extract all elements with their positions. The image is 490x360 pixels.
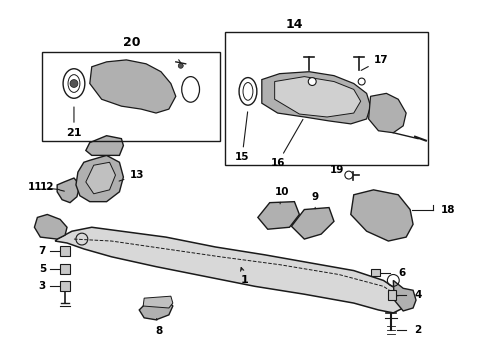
Polygon shape xyxy=(76,156,123,202)
Polygon shape xyxy=(86,162,116,194)
Polygon shape xyxy=(90,60,176,113)
Text: 3: 3 xyxy=(39,281,46,291)
Text: 18: 18 xyxy=(441,204,455,215)
Text: 2: 2 xyxy=(414,325,421,335)
Circle shape xyxy=(358,78,365,85)
Text: 17: 17 xyxy=(361,55,388,71)
Text: 7: 7 xyxy=(39,246,46,256)
Polygon shape xyxy=(351,190,413,241)
Text: 6: 6 xyxy=(398,267,406,278)
Circle shape xyxy=(345,171,353,179)
Polygon shape xyxy=(393,280,416,311)
Polygon shape xyxy=(368,93,406,133)
Circle shape xyxy=(308,78,316,85)
Polygon shape xyxy=(57,178,80,203)
Polygon shape xyxy=(275,77,361,117)
Circle shape xyxy=(70,80,78,87)
Bar xyxy=(60,282,70,291)
Text: 14: 14 xyxy=(286,18,303,31)
Bar xyxy=(370,269,380,276)
Text: 19: 19 xyxy=(329,165,350,175)
Polygon shape xyxy=(262,72,370,124)
Bar xyxy=(42,52,220,141)
Text: 10: 10 xyxy=(275,187,290,204)
Circle shape xyxy=(178,63,183,68)
Bar xyxy=(60,246,70,256)
Text: 16: 16 xyxy=(270,120,303,168)
Bar xyxy=(60,264,70,274)
Text: 15: 15 xyxy=(235,112,249,162)
Polygon shape xyxy=(258,202,299,229)
Text: 9: 9 xyxy=(312,192,319,209)
Text: 4: 4 xyxy=(414,290,421,300)
Text: 5: 5 xyxy=(39,264,46,274)
Text: 12: 12 xyxy=(40,182,64,192)
Polygon shape xyxy=(86,136,123,156)
Polygon shape xyxy=(139,298,173,320)
Bar xyxy=(389,290,396,300)
Polygon shape xyxy=(55,227,408,313)
Text: 8: 8 xyxy=(155,319,163,336)
Text: 1: 1 xyxy=(241,267,249,285)
Polygon shape xyxy=(143,296,173,308)
Polygon shape xyxy=(34,215,67,239)
Polygon shape xyxy=(292,208,334,239)
Bar xyxy=(225,32,428,165)
Text: 11: 11 xyxy=(28,182,59,192)
Text: 20: 20 xyxy=(122,36,140,49)
Text: 21: 21 xyxy=(66,107,82,138)
Text: 13: 13 xyxy=(119,170,144,181)
